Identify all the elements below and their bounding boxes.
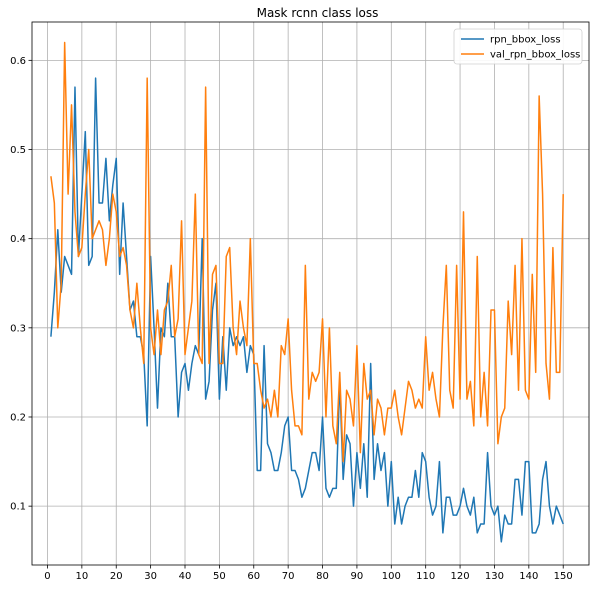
series-line-rpn-bbox-loss <box>50 77 564 543</box>
series-line-val-rpn-bbox-loss <box>50 41 564 463</box>
x-tick-label: 40 <box>179 571 192 582</box>
y-tick-label: 0.2 <box>10 412 26 423</box>
x-tick-label: 30 <box>144 571 157 582</box>
x-tick-label: 110 <box>416 571 435 582</box>
legend-box <box>453 28 583 65</box>
x-tick-label: 0 <box>44 571 50 582</box>
y-tick-label: 0.1 <box>10 502 26 513</box>
x-tick-label: 120 <box>451 571 470 582</box>
x-axis: 0 10 20 30 40 50 60 70 80 90 100 110 120 130 140 150 <box>44 565 573 582</box>
x-tick-label: 10 <box>75 571 88 582</box>
series-layer <box>50 41 564 543</box>
x-tick-label: 60 <box>247 571 260 582</box>
legend: rpn_bbox_loss val_rpn_bbox_loss <box>453 28 583 65</box>
y-tick-label: 0.6 <box>10 56 26 67</box>
x-tick-label: 20 <box>110 571 123 582</box>
chart-title: Mask rcnn class loss <box>257 6 379 20</box>
x-tick-label: 150 <box>554 571 573 582</box>
y-tick-label: 0.3 <box>10 323 26 334</box>
y-tick-label: 0.5 <box>10 145 26 156</box>
x-tick-label: 50 <box>213 571 226 582</box>
x-tick-label: 90 <box>351 571 364 582</box>
x-tick-label: 80 <box>316 571 329 582</box>
legend-label-rpn-bbox-loss: rpn_bbox_loss <box>490 35 561 46</box>
y-tick-label: 0.4 <box>10 234 26 245</box>
legend-label-val-rpn-bbox-loss: val_rpn_bbox_loss <box>490 50 580 61</box>
y-axis: 0.1 0.2 0.3 0.4 0.5 0.6 <box>10 56 32 513</box>
x-tick-label: 100 <box>382 571 401 582</box>
plot-area-frame <box>31 21 590 566</box>
x-tick-label: 130 <box>485 571 504 582</box>
x-tick-label: 70 <box>282 571 295 582</box>
x-tick-label: 140 <box>519 571 538 582</box>
